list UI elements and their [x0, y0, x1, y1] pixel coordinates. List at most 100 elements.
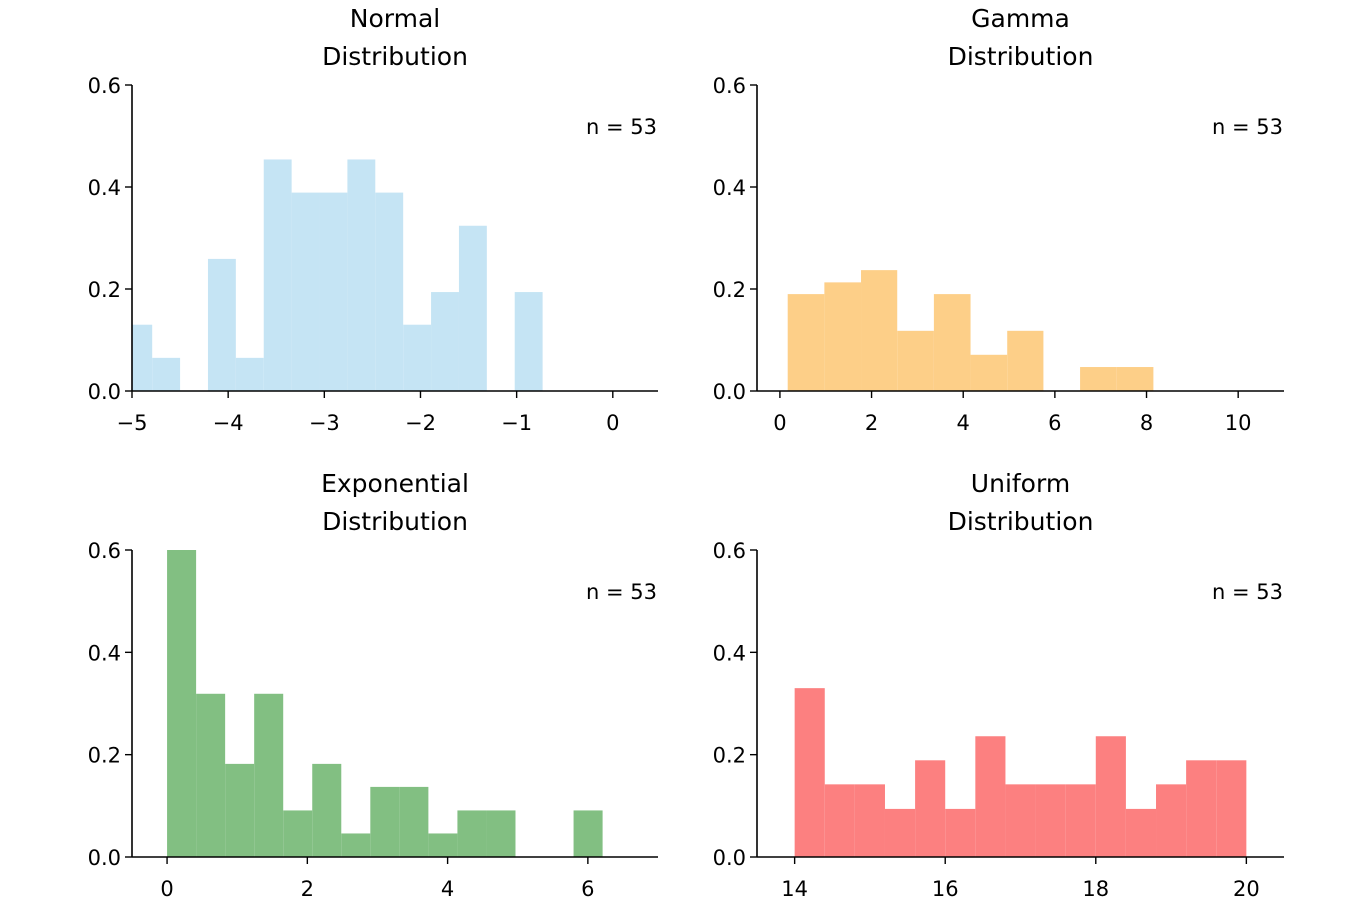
histogram-bar [1080, 367, 1117, 391]
x-tick-label: 6 [1048, 411, 1061, 435]
x-tick-label: 16 [932, 877, 959, 901]
x-tick-label: −1 [501, 411, 532, 435]
histogram-bar [915, 760, 946, 857]
histogram-bar [1095, 736, 1126, 857]
histogram-bar [431, 292, 459, 391]
y-tick-label: 0.6 [713, 539, 746, 563]
annotation: n = 53 [1212, 115, 1283, 139]
histogram-bar [1186, 760, 1217, 857]
x-tick-label: 8 [1140, 411, 1153, 435]
histogram-bar [1065, 784, 1096, 857]
histogram-bar [225, 763, 255, 857]
annotation: n = 53 [1212, 580, 1283, 604]
y-tick-label: 0.2 [88, 744, 121, 768]
histogram-bar [861, 270, 898, 391]
histogram-bar [291, 192, 320, 391]
histogram-bar [824, 282, 862, 391]
histogram-bar [428, 833, 458, 857]
x-tick-label: 10 [1225, 411, 1252, 435]
histogram-bar [399, 786, 429, 857]
chart-title: Uniform Distribution [947, 469, 1094, 536]
histogram-bar [283, 810, 313, 857]
histogram-bar [854, 784, 885, 857]
y-tick-label: 0.4 [713, 641, 746, 665]
x-tick-label: 20 [1233, 877, 1260, 901]
histogram-bar [1116, 367, 1154, 391]
x-tick-label: −4 [213, 411, 244, 435]
y-tick-label: 0.2 [88, 278, 121, 302]
x-tick-label: 0 [606, 411, 619, 435]
y-tick-label: 0.6 [88, 74, 121, 98]
histogram-bar [1005, 784, 1036, 857]
y-tick-label: 0.4 [713, 176, 746, 200]
x-tick-label: −5 [117, 411, 148, 435]
histogram-bar [1007, 330, 1044, 391]
histogram-bar [787, 294, 825, 391]
histogram-bar [132, 324, 153, 391]
histogram-bar [458, 225, 487, 391]
histogram-bar [152, 357, 181, 391]
histogram-bar [975, 736, 1006, 857]
histogram-bar [167, 550, 197, 857]
y-tick-label: 0.6 [88, 539, 121, 563]
y-tick-label: 0.0 [713, 380, 746, 404]
chart-title: Normal Distribution [322, 4, 468, 71]
x-tick-label: 4 [441, 877, 454, 901]
x-tick-label: 14 [781, 877, 808, 901]
histogram-bar [235, 357, 264, 391]
histogram-bar [375, 192, 404, 391]
y-tick-label: 0.0 [88, 846, 121, 870]
histogram-bar [254, 693, 284, 857]
histogram-bar [312, 763, 342, 857]
y-tick-label: 0.2 [713, 744, 746, 768]
y-tick-label: 0.0 [88, 380, 121, 404]
histogram-bar [794, 688, 825, 857]
y-tick-label: 0.2 [713, 278, 746, 302]
histogram-bar [403, 324, 432, 391]
histogram-bar [1216, 760, 1247, 857]
histogram-bar [933, 294, 971, 391]
y-tick-label: 0.4 [88, 641, 121, 665]
x-tick-label: 6 [581, 877, 594, 901]
histogram-bar [573, 810, 603, 857]
histogram-bar [1156, 784, 1187, 857]
y-tick-label: 0.6 [713, 74, 746, 98]
histogram-bar [970, 354, 1008, 391]
histogram-bar [486, 810, 516, 857]
x-tick-label: −3 [309, 411, 340, 435]
x-tick-label: 2 [865, 411, 878, 435]
histogram-bar [263, 159, 292, 391]
y-tick-label: 0.0 [713, 846, 746, 870]
plot-area [132, 159, 543, 391]
x-tick-label: 2 [301, 877, 314, 901]
histogram-bar [514, 292, 543, 391]
histogram-bar [457, 810, 487, 857]
x-tick-label: 4 [957, 411, 970, 435]
histogram-bar [824, 784, 855, 857]
histogram-bar [347, 159, 376, 391]
histogram-bar [370, 786, 400, 857]
histogram-bar [207, 258, 236, 391]
histogram-bar [341, 833, 371, 857]
histogram-bar [897, 330, 934, 391]
annotation: n = 53 [586, 580, 657, 604]
x-tick-label: 0 [773, 411, 786, 435]
y-tick-label: 0.4 [88, 176, 121, 200]
plot-area [794, 688, 1247, 857]
x-tick-label: 0 [160, 877, 173, 901]
histogram-bar [319, 192, 348, 391]
plot-area [787, 270, 1154, 391]
histogram-bar [1035, 784, 1066, 857]
histogram-bar [945, 808, 976, 857]
chart-title: Exponential Distribution [321, 469, 469, 536]
histogram-bar [884, 808, 916, 857]
chart-title: Gamma Distribution [947, 4, 1094, 71]
plot-area [167, 550, 603, 857]
x-tick-label: 18 [1082, 877, 1109, 901]
x-tick-label: −2 [405, 411, 436, 435]
annotation: n = 53 [586, 115, 657, 139]
histogram-bar [1125, 808, 1157, 857]
histogram-bar [196, 693, 226, 857]
